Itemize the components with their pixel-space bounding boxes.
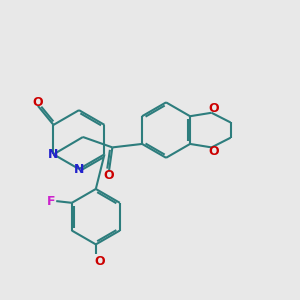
Text: O: O: [103, 169, 114, 182]
Text: O: O: [208, 102, 219, 115]
Text: N: N: [48, 148, 59, 161]
Text: O: O: [208, 145, 219, 158]
Text: F: F: [47, 195, 55, 208]
Text: N: N: [74, 163, 84, 176]
Text: O: O: [33, 96, 43, 109]
Text: O: O: [95, 255, 105, 268]
